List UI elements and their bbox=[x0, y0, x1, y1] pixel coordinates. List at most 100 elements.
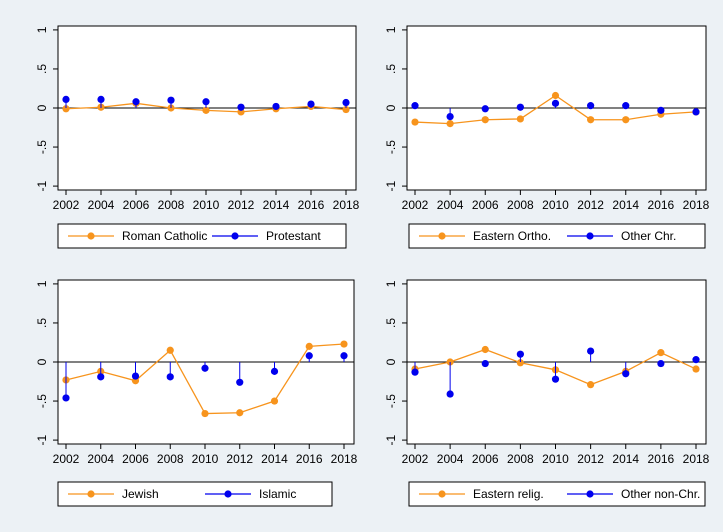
data-point bbox=[551, 375, 560, 383]
y-tick-label: -.5 bbox=[384, 394, 398, 408]
data-point bbox=[237, 103, 245, 111]
x-tick-label: 2008 bbox=[507, 452, 534, 466]
legend: Eastern relig. Other non-Chr. bbox=[408, 481, 706, 507]
data-point bbox=[305, 342, 313, 350]
x-tick-label: 2016 bbox=[296, 452, 323, 466]
legend-label: Jewish bbox=[122, 487, 159, 501]
data-point bbox=[202, 106, 210, 114]
x-tick-label: 2016 bbox=[648, 198, 675, 212]
legend: Eastern Ortho. Other Chr. bbox=[408, 223, 706, 249]
legend-key-marker bbox=[438, 232, 446, 240]
data-point bbox=[481, 105, 489, 113]
data-point bbox=[236, 409, 244, 417]
y-tick-label: 0 bbox=[35, 358, 49, 365]
x-tick-label: 2002 bbox=[402, 198, 429, 212]
x-tick-label: 2010 bbox=[542, 452, 569, 466]
y-tick-label: 0 bbox=[384, 358, 398, 365]
x-tick-label: 2002 bbox=[53, 452, 80, 466]
x-tick-label: 2016 bbox=[648, 452, 675, 466]
x-tick-label: 2006 bbox=[122, 452, 149, 466]
y-tick-label: .5 bbox=[384, 318, 398, 328]
x-tick-label: 2012 bbox=[228, 198, 255, 212]
legend-label: Eastern relig. bbox=[473, 487, 544, 501]
data-point bbox=[411, 118, 419, 126]
x-tick-label: 2014 bbox=[612, 198, 639, 212]
y-tick-label: 1 bbox=[35, 280, 49, 287]
series-2 bbox=[62, 352, 348, 402]
data-point bbox=[587, 381, 595, 389]
x-tick-label: 2010 bbox=[193, 198, 220, 212]
legend-label: Islamic bbox=[259, 487, 296, 501]
series-2 bbox=[411, 99, 700, 121]
x-tick-label: 2004 bbox=[87, 452, 114, 466]
data-point bbox=[587, 102, 595, 110]
data-point bbox=[657, 359, 665, 368]
data-point bbox=[692, 356, 700, 364]
y-tick-label: 1 bbox=[384, 26, 398, 33]
legend-label: Roman Catholic bbox=[122, 229, 207, 243]
data-point bbox=[307, 100, 315, 108]
series-2 bbox=[411, 347, 700, 398]
data-point bbox=[551, 91, 560, 100]
legend-key-marker bbox=[224, 490, 232, 498]
data-point bbox=[166, 373, 174, 381]
legend-label: Other non-Chr. bbox=[621, 487, 700, 501]
data-point bbox=[131, 372, 140, 380]
x-tick-label: 2004 bbox=[88, 198, 115, 212]
data-point bbox=[446, 120, 454, 128]
y-tick-label: .5 bbox=[35, 64, 49, 74]
y-tick-label: -1 bbox=[35, 434, 49, 445]
data-point bbox=[622, 116, 630, 124]
x-tick-label: 2018 bbox=[333, 198, 360, 212]
x-tick-label: 2010 bbox=[192, 452, 219, 466]
x-tick-label: 2008 bbox=[157, 452, 184, 466]
x-tick-label: 2008 bbox=[158, 198, 185, 212]
data-point bbox=[272, 102, 280, 111]
data-point bbox=[551, 99, 560, 107]
y-tick-label: .5 bbox=[35, 318, 49, 328]
legend: Roman Catholic Protestant bbox=[57, 223, 347, 249]
legend-key-marker bbox=[438, 490, 446, 498]
data-point bbox=[270, 367, 279, 375]
data-point bbox=[481, 116, 489, 124]
x-tick-label: 2012 bbox=[226, 452, 253, 466]
data-point bbox=[516, 350, 524, 358]
legend-key-marker bbox=[231, 232, 239, 240]
x-tick-label: 2004 bbox=[437, 198, 464, 212]
x-tick-label: 2006 bbox=[472, 452, 499, 466]
data-point bbox=[587, 116, 595, 124]
data-point bbox=[692, 108, 700, 116]
y-tick-label: -.5 bbox=[35, 140, 49, 154]
x-tick-label: 2012 bbox=[577, 452, 604, 466]
x-tick-label: 2018 bbox=[683, 452, 710, 466]
data-point bbox=[481, 359, 489, 368]
x-tick-label: 2012 bbox=[577, 198, 604, 212]
data-point bbox=[516, 103, 524, 111]
data-point bbox=[692, 365, 700, 373]
data-point bbox=[62, 105, 70, 113]
x-tick-label: 2004 bbox=[437, 452, 464, 466]
data-point bbox=[481, 345, 489, 354]
data-point bbox=[340, 340, 348, 348]
legend-label: Eastern Ortho. bbox=[473, 229, 551, 243]
x-tick-label: 2018 bbox=[331, 452, 358, 466]
data-point bbox=[201, 364, 209, 372]
legend-key-marker bbox=[586, 232, 594, 240]
data-point bbox=[201, 409, 209, 418]
y-tick-label: -1 bbox=[384, 434, 398, 445]
y-tick-label: 0 bbox=[35, 104, 49, 111]
data-point bbox=[657, 106, 665, 114]
x-tick-label: 2008 bbox=[507, 198, 534, 212]
y-tick-label: 0 bbox=[384, 104, 398, 111]
data-point bbox=[236, 378, 244, 386]
panel-4: -1 -.5 0 .5 1 2002 2004 2006 2008 2010 2012 2014 201… bbox=[384, 279, 710, 507]
data-point bbox=[342, 105, 350, 114]
x-tick-label: 2006 bbox=[123, 198, 150, 212]
data-point bbox=[622, 102, 630, 110]
y-tick-label: 1 bbox=[384, 280, 398, 287]
x-tick-label: 2006 bbox=[472, 198, 499, 212]
data-point bbox=[97, 95, 105, 104]
data-point bbox=[516, 359, 524, 367]
x-tick-label: 2018 bbox=[683, 198, 710, 212]
